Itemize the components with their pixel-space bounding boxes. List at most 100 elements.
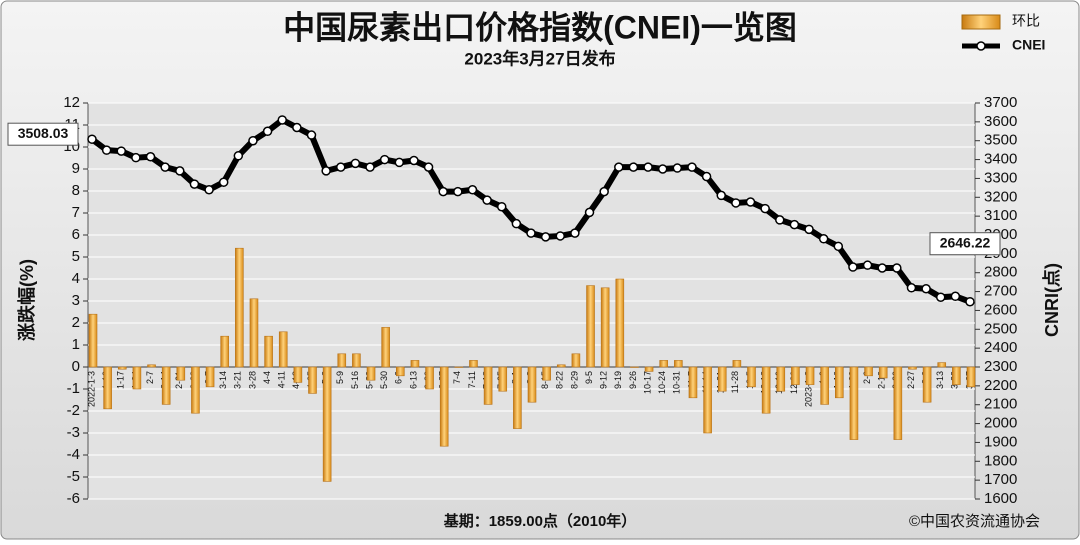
chart-subtitle: 2023年3月27日发布	[464, 48, 615, 68]
point	[423, 162, 434, 172]
point	[555, 231, 566, 241]
bar	[469, 360, 478, 368]
y2-tick-label: 3200	[984, 188, 1017, 205]
point	[116, 146, 127, 156]
bar	[893, 366, 903, 440]
y2-tick-label: 3600	[984, 113, 1017, 130]
bar	[659, 360, 669, 368]
point	[101, 145, 112, 155]
x-tick-label: 9-5	[584, 371, 594, 384]
point	[628, 162, 639, 172]
bar	[205, 366, 215, 388]
point	[321, 166, 331, 176]
y-tick-label: -2	[67, 402, 80, 419]
x-tick-label: 2-27	[906, 371, 916, 389]
point	[145, 151, 156, 162]
y2-tick-label: 3400	[984, 151, 1017, 168]
point	[175, 166, 185, 176]
bar	[834, 366, 844, 399]
x-tick-label: 10-31	[672, 371, 682, 394]
x-tick-label: 2-13	[877, 371, 887, 389]
bar	[337, 353, 347, 368]
y-tick-label: 1	[72, 336, 80, 353]
point	[775, 215, 785, 225]
x-tick-label: 10-24	[657, 371, 667, 394]
point	[862, 260, 873, 270]
point	[614, 162, 624, 172]
y2-tick-label: 3300	[984, 169, 1017, 186]
point	[701, 171, 712, 182]
x-tick-label: 8-22	[555, 371, 565, 389]
point	[526, 228, 536, 238]
point	[584, 207, 595, 218]
point	[218, 177, 229, 187]
bar	[542, 366, 551, 381]
y2-tick-label: 2100	[984, 396, 1017, 413]
y-axis-label: 涨跌幅(%)	[16, 259, 37, 341]
point	[877, 263, 887, 273]
point	[306, 130, 317, 140]
x-tick-label: 9-12	[599, 371, 609, 389]
bar	[571, 353, 581, 368]
bar	[878, 366, 888, 379]
bar	[483, 366, 493, 405]
x-tick-label: 9-26	[628, 371, 638, 389]
bar	[586, 285, 595, 368]
y-tick-label: -4	[67, 446, 80, 463]
point	[892, 263, 902, 273]
x-tick-label: 9-19	[613, 371, 623, 389]
bar	[761, 366, 771, 414]
y2-tick-label: 2600	[984, 301, 1017, 318]
bar	[864, 366, 873, 377]
x-tick-label: 5-9	[335, 371, 345, 384]
point	[204, 184, 214, 195]
value-label: 3508.03	[18, 125, 69, 141]
point	[570, 228, 580, 238]
y-tick-label: -5	[67, 468, 80, 485]
point	[804, 224, 814, 235]
bar	[352, 353, 361, 368]
bar	[425, 366, 434, 390]
point	[336, 162, 346, 172]
point	[467, 184, 478, 195]
y-tick-label: 2	[72, 314, 80, 331]
source: ©中国农资流通协会	[909, 513, 1040, 530]
point	[248, 135, 258, 146]
bar	[556, 364, 566, 368]
bar	[439, 366, 449, 447]
y-tick-label: -3	[67, 424, 80, 441]
point	[935, 292, 946, 302]
x-tick-label: 7-4	[452, 371, 462, 384]
y-tick-label: 3	[72, 292, 80, 309]
value-label: 2646.22	[940, 234, 991, 250]
x-tick-label: 1-17	[116, 371, 126, 389]
bar	[732, 360, 742, 368]
point	[965, 296, 975, 307]
point	[350, 158, 361, 169]
bar	[117, 366, 127, 370]
point	[833, 241, 844, 252]
chart-title: 中国尿素出口价格指数(CNEI)一览图	[283, 9, 797, 45]
bar	[703, 366, 712, 434]
bar	[191, 366, 200, 414]
y2-tick-label: 2800	[984, 264, 1017, 281]
bar	[88, 313, 98, 368]
y2-tick-label: 2700	[984, 283, 1017, 300]
point	[496, 201, 507, 212]
y-tick-label: -6	[67, 490, 80, 507]
point	[716, 190, 726, 201]
x-tick-label: 7-11	[467, 371, 477, 388]
x-tick-label: 6-13	[408, 371, 418, 389]
bar	[630, 366, 639, 368]
point	[277, 115, 287, 125]
bar	[600, 287, 610, 368]
bar	[410, 360, 420, 368]
point	[657, 164, 668, 174]
value-label-box	[929, 232, 1001, 256]
bar	[264, 335, 273, 368]
bar	[322, 366, 332, 482]
x-tick-label: 6-6	[394, 371, 404, 384]
bar	[527, 366, 537, 403]
bar	[220, 335, 229, 368]
